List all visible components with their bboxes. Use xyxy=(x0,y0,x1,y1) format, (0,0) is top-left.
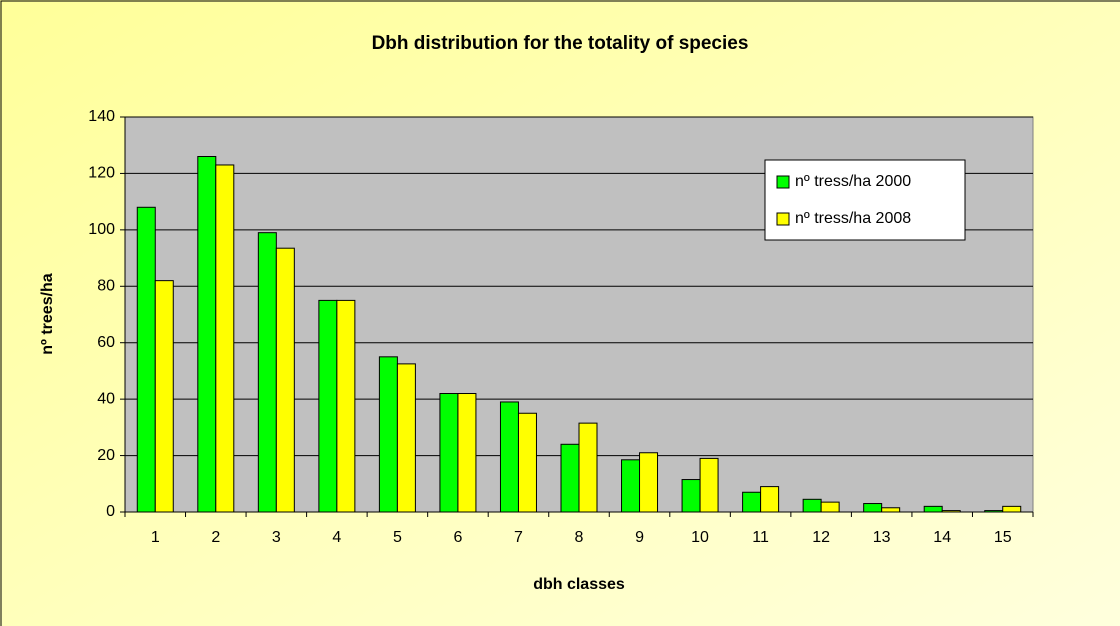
bar xyxy=(881,507,901,513)
bar xyxy=(699,457,719,513)
y-tick-label: 20 xyxy=(97,447,115,464)
x-tick-label: 3 xyxy=(272,529,281,546)
y-tick-label: 80 xyxy=(97,278,115,295)
x-tick-label: 12 xyxy=(812,529,830,546)
bar xyxy=(318,299,338,513)
bar xyxy=(275,247,295,513)
y-tick-label: 100 xyxy=(88,221,115,238)
y-tick-label: 60 xyxy=(97,334,115,351)
x-tick-label: 4 xyxy=(332,529,341,546)
x-tick-label: 8 xyxy=(575,529,584,546)
x-tick-label: 5 xyxy=(393,529,402,546)
bar xyxy=(197,156,217,513)
legend-label: nº tress/ha 2000 xyxy=(795,173,911,190)
bar xyxy=(923,505,943,513)
legend-swatch xyxy=(776,212,790,226)
bar xyxy=(742,491,762,513)
bar xyxy=(336,299,356,513)
x-tick-label: 6 xyxy=(453,529,462,546)
x-tick-label: 2 xyxy=(211,529,220,546)
y-axis-label: nº trees/ha xyxy=(39,273,56,355)
bar xyxy=(154,280,174,513)
bar xyxy=(517,412,537,513)
x-tick-label: 10 xyxy=(691,529,709,546)
y-tick-label: 40 xyxy=(97,390,115,407)
legend-box xyxy=(764,159,966,241)
x-tick-label: 15 xyxy=(994,529,1012,546)
x-tick-label: 13 xyxy=(873,529,891,546)
bar xyxy=(560,443,580,513)
bar xyxy=(639,452,659,513)
bar xyxy=(1002,505,1022,513)
bar xyxy=(396,363,416,513)
bar xyxy=(499,401,519,513)
bar xyxy=(984,510,1004,513)
bar xyxy=(578,422,598,513)
x-tick-label: 7 xyxy=(514,529,523,546)
bar xyxy=(136,206,156,513)
x-axis-label: dbh classes xyxy=(533,576,625,593)
bar xyxy=(378,356,398,513)
legend-swatch xyxy=(776,175,790,189)
bar xyxy=(257,232,277,513)
legend-label: nº tress/ha 2008 xyxy=(795,210,911,227)
x-tick-label: 9 xyxy=(635,529,644,546)
bar xyxy=(439,393,459,513)
bar xyxy=(941,510,961,513)
y-tick-label: 140 xyxy=(88,108,115,125)
bar xyxy=(457,393,477,513)
bar xyxy=(215,164,235,513)
bar xyxy=(802,498,822,513)
bar xyxy=(820,501,840,513)
y-tick-label: 0 xyxy=(106,503,115,520)
bar xyxy=(681,479,701,513)
chart-title: Dbh distribution for the totality of spe… xyxy=(372,33,749,54)
x-tick-label: 11 xyxy=(752,529,769,546)
bar xyxy=(760,486,780,513)
x-tick-label: 14 xyxy=(933,529,951,546)
x-tick-label: 1 xyxy=(151,529,160,546)
y-tick-label: 120 xyxy=(88,165,115,182)
bar xyxy=(863,503,883,513)
bar xyxy=(621,459,641,513)
